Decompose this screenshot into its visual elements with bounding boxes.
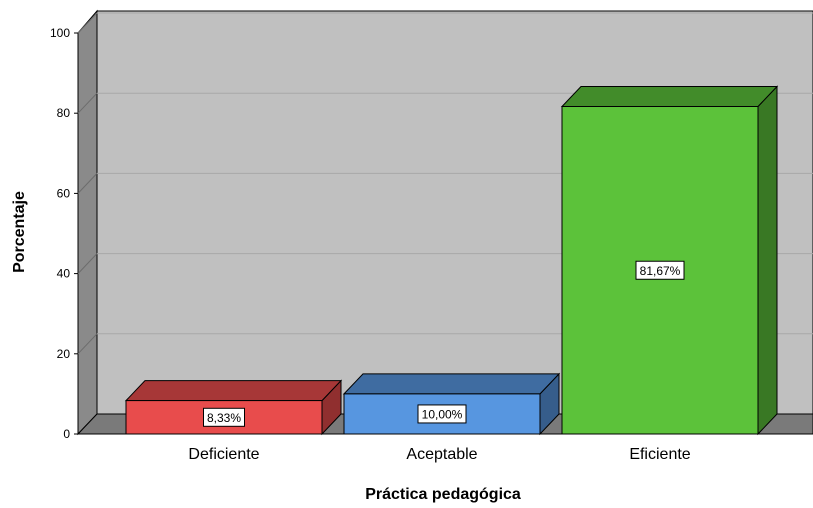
data-label-box xyxy=(635,260,685,280)
data-label-text: 8,33% xyxy=(207,411,241,425)
data-label: 81,67% xyxy=(635,260,685,280)
y-tick-label: 20 xyxy=(57,347,71,361)
y-tick-label: 60 xyxy=(57,186,71,200)
y-axis-title: Porcentaje xyxy=(11,191,28,273)
bar-top-face xyxy=(124,380,343,402)
y-tick-label: 100 xyxy=(50,26,70,40)
bar-top-face xyxy=(342,373,561,395)
x-axis-title: Práctica pedagógica xyxy=(365,486,521,503)
data-label-text: 81,67% xyxy=(640,264,681,278)
bar xyxy=(560,85,779,436)
side-gridline xyxy=(77,253,98,274)
data-label: 10,00% xyxy=(417,404,467,424)
bars xyxy=(124,85,779,436)
x-tick-label: Aceptable xyxy=(406,446,477,463)
bar-side-face xyxy=(757,85,778,436)
data-label-text: 10,00% xyxy=(422,407,463,421)
bar xyxy=(342,372,561,436)
y-tick-label: 40 xyxy=(57,267,71,281)
data-label-box xyxy=(417,404,467,424)
y-tick-label: 0 xyxy=(63,427,70,441)
y-axis: 0 20 40 60 80 100 xyxy=(50,26,78,441)
side-gridline xyxy=(77,333,98,355)
side-gridline xyxy=(77,12,98,34)
x-axis: Deficiente Aceptable Eficiente xyxy=(188,446,690,463)
data-labels: 8,33% 10,00% 81,67% xyxy=(203,260,685,427)
y-tick-label: 80 xyxy=(57,106,71,120)
data-label: 8,33% xyxy=(203,407,245,427)
side-gridline xyxy=(77,173,98,194)
x-tick-label: Eficiente xyxy=(629,446,690,463)
side-gridline xyxy=(77,92,98,114)
data-label-box xyxy=(203,407,245,427)
bar-top-face xyxy=(560,86,779,108)
x-tick-label: Deficiente xyxy=(188,446,259,463)
side-wall xyxy=(77,9,98,436)
